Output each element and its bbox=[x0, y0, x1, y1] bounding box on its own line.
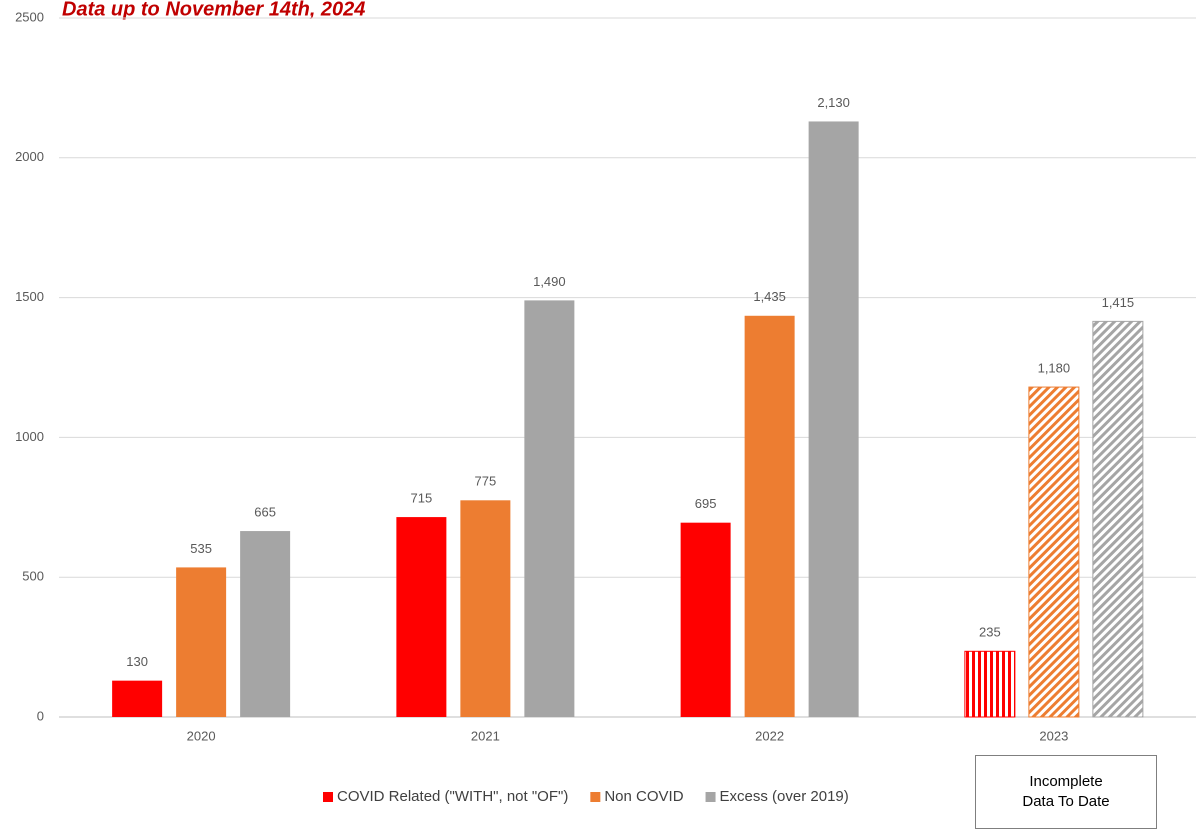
bar bbox=[808, 121, 859, 717]
bar bbox=[524, 300, 575, 717]
y-tick-label: 2000 bbox=[15, 149, 44, 164]
annotation-box: Incomplete Data To Date bbox=[975, 755, 1157, 829]
legend-label: Excess (over 2019) bbox=[720, 788, 849, 805]
data-label: 715 bbox=[411, 491, 433, 506]
bar bbox=[176, 567, 227, 717]
data-label: 1,435 bbox=[753, 289, 786, 304]
annotation: Incomplete Data To Date bbox=[1022, 773, 1110, 810]
data-label: 535 bbox=[190, 541, 212, 556]
bar bbox=[1028, 386, 1080, 718]
bar bbox=[744, 315, 795, 717]
y-tick-label: 0 bbox=[37, 708, 44, 723]
x-tick-label: 2020 bbox=[187, 728, 216, 743]
y-tick-label: 500 bbox=[22, 569, 44, 584]
bar bbox=[1092, 320, 1144, 718]
legend-swatch bbox=[323, 792, 333, 802]
bar bbox=[240, 531, 291, 717]
chart-title: Data up to November 14th, 2024 bbox=[62, 0, 365, 20]
x-tick-label: 2023 bbox=[1039, 728, 1068, 743]
data-label: 1,180 bbox=[1038, 361, 1071, 376]
data-label: 1,490 bbox=[533, 274, 566, 289]
data-label: 775 bbox=[475, 474, 497, 489]
legend-swatch bbox=[590, 792, 601, 802]
legend-label: Non COVID bbox=[604, 788, 683, 805]
bar bbox=[680, 522, 731, 717]
x-tick-label: 2021 bbox=[471, 728, 500, 743]
data-label: 665 bbox=[254, 505, 276, 520]
y-tick-label: 1500 bbox=[15, 289, 44, 304]
data-label: 695 bbox=[695, 496, 717, 511]
bar bbox=[112, 680, 163, 717]
legend-label: COVID Related ("WITH", not "OF") bbox=[337, 788, 568, 805]
y-tick-label: 1000 bbox=[15, 429, 44, 444]
y-tick-label: 2500 bbox=[15, 9, 44, 24]
x-tick-label: 2022 bbox=[755, 728, 784, 743]
bar bbox=[396, 517, 447, 717]
data-label: 235 bbox=[979, 625, 1001, 640]
data-label: 130 bbox=[126, 654, 148, 669]
data-label: 1,415 bbox=[1102, 295, 1135, 310]
legend-swatch bbox=[705, 792, 716, 802]
bar bbox=[460, 500, 511, 717]
data-label: 2,130 bbox=[817, 95, 850, 110]
bar bbox=[964, 650, 1016, 718]
